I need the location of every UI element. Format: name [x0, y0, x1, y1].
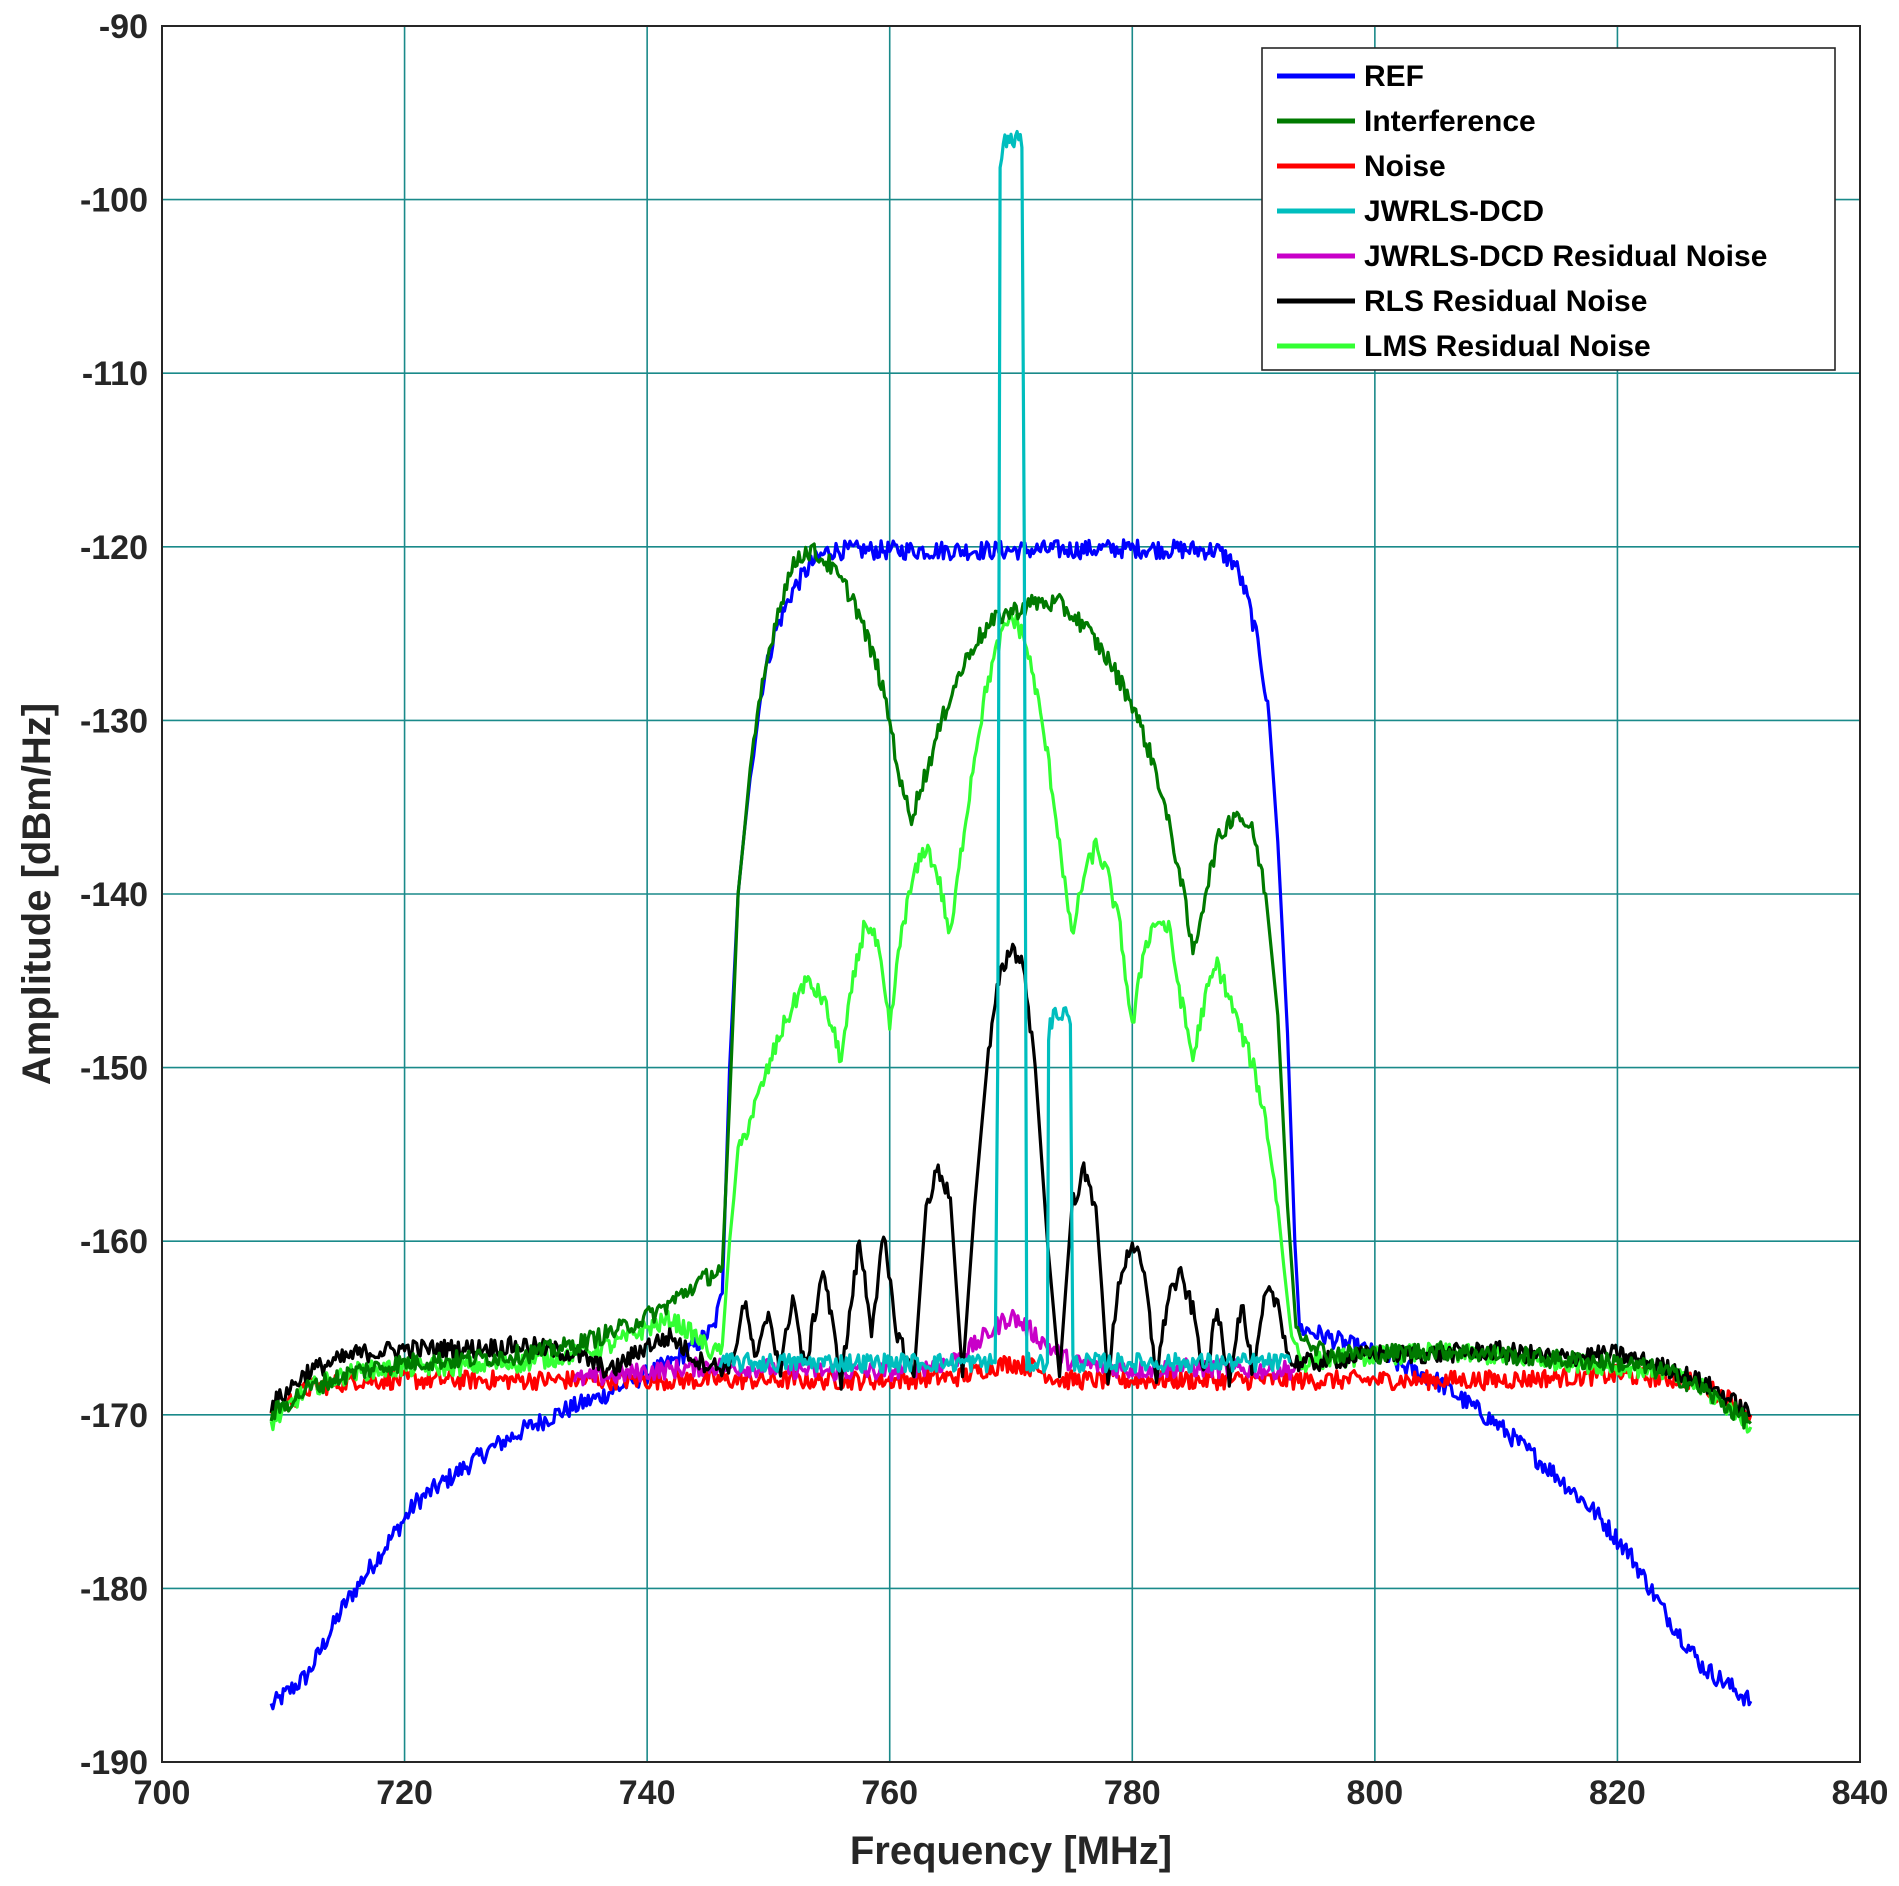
legend-label: Interference — [1364, 105, 1536, 138]
series-line-interference — [269, 542, 1752, 1430]
x-tick-label: 820 — [1589, 1774, 1646, 1812]
x-axis-label: Frequency [MHz] — [850, 1829, 1172, 1873]
y-tick-label: -150 — [80, 1050, 148, 1088]
x-tick-label: 720 — [376, 1774, 433, 1812]
y-tick-label: -90 — [99, 8, 148, 46]
y-axis-label: Amplitude [dBm/Hz] — [15, 703, 59, 1085]
legend-label: LMS Residual Noise — [1364, 330, 1651, 363]
data-series — [269, 129, 1753, 1711]
y-tick-label: -120 — [80, 529, 148, 567]
y-tick-label: -170 — [80, 1397, 148, 1435]
y-tick-label: -140 — [80, 876, 148, 914]
legend-label: RLS Residual Noise — [1364, 285, 1647, 318]
y-tick-label: -160 — [80, 1223, 148, 1261]
x-tick-label: 740 — [619, 1774, 676, 1812]
legend-label: REF — [1364, 60, 1424, 93]
x-tick-label: 700 — [134, 1774, 191, 1812]
legend-entries: REF Interference Noise JWRLS-DCD JWRLS-DCD R… — [1277, 60, 1767, 363]
y-tick-label: -130 — [80, 702, 148, 740]
series-line-noise — [269, 1355, 1753, 1422]
y-tick-label: -180 — [80, 1570, 148, 1608]
y-tick-label: -190 — [80, 1744, 148, 1782]
x-tick-label: 800 — [1346, 1774, 1403, 1812]
x-tick-label: 840 — [1832, 1774, 1889, 1812]
gridlines — [162, 26, 1860, 1762]
series-line-ref — [269, 538, 1753, 1711]
legend-label: JWRLS-DCD — [1364, 195, 1544, 228]
legend-box — [1261, 47, 1836, 371]
y-tick-label: -110 — [82, 355, 148, 393]
plot-area-frame — [161, 25, 1861, 1763]
x-tick-label: 760 — [861, 1774, 918, 1812]
legend-label: JWRLS-DCD Residual Noise — [1364, 240, 1767, 273]
tick-labels: 700 720 740 760 780 800 820 840 -90 -100 -110 -120 -… — [80, 8, 1888, 1812]
legend-label: Noise — [1364, 150, 1446, 183]
series-line-jwrls-dcd — [718, 129, 1292, 1374]
x-tick-label: 780 — [1104, 1774, 1161, 1812]
y-tick-label: -100 — [80, 182, 148, 220]
legend: REF Interference Noise JWRLS-DCD JWRLS-DCD R… — [1261, 47, 1836, 371]
